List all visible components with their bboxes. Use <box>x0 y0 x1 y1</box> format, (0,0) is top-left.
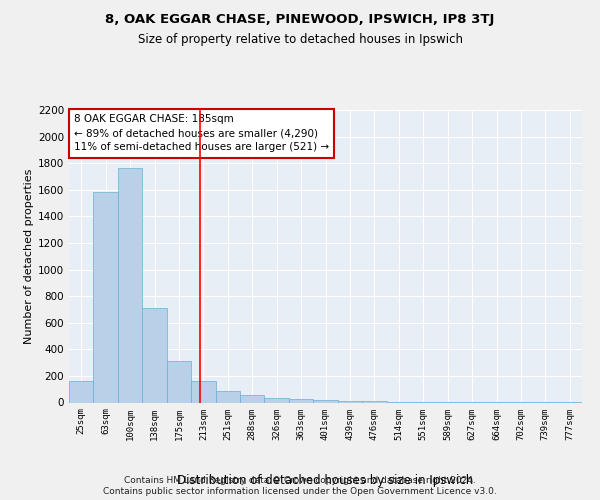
Bar <box>265 398 289 402</box>
Bar <box>313 400 338 402</box>
Text: 8 OAK EGGAR CHASE: 185sqm
← 89% of detached houses are smaller (4,290)
11% of se: 8 OAK EGGAR CHASE: 185sqm ← 89% of detac… <box>74 114 329 152</box>
Bar <box>191 381 215 402</box>
Bar <box>289 399 313 402</box>
Y-axis label: Number of detached properties: Number of detached properties <box>24 168 34 344</box>
Bar <box>215 390 240 402</box>
Bar <box>167 360 191 403</box>
Bar <box>118 168 142 402</box>
Bar <box>69 381 94 402</box>
Bar <box>94 192 118 402</box>
Text: 8, OAK EGGAR CHASE, PINEWOOD, IPSWICH, IP8 3TJ: 8, OAK EGGAR CHASE, PINEWOOD, IPSWICH, I… <box>106 12 494 26</box>
Text: Size of property relative to detached houses in Ipswich: Size of property relative to detached ho… <box>137 32 463 46</box>
Bar <box>362 400 386 402</box>
Text: Contains public sector information licensed under the Open Government Licence v3: Contains public sector information licen… <box>103 488 497 496</box>
X-axis label: Distribution of detached houses by size in Ipswich: Distribution of detached houses by size … <box>178 474 473 488</box>
Bar <box>240 395 265 402</box>
Text: Contains HM Land Registry data © Crown copyright and database right 2024.: Contains HM Land Registry data © Crown c… <box>124 476 476 485</box>
Bar <box>338 400 362 402</box>
Bar <box>142 308 167 402</box>
